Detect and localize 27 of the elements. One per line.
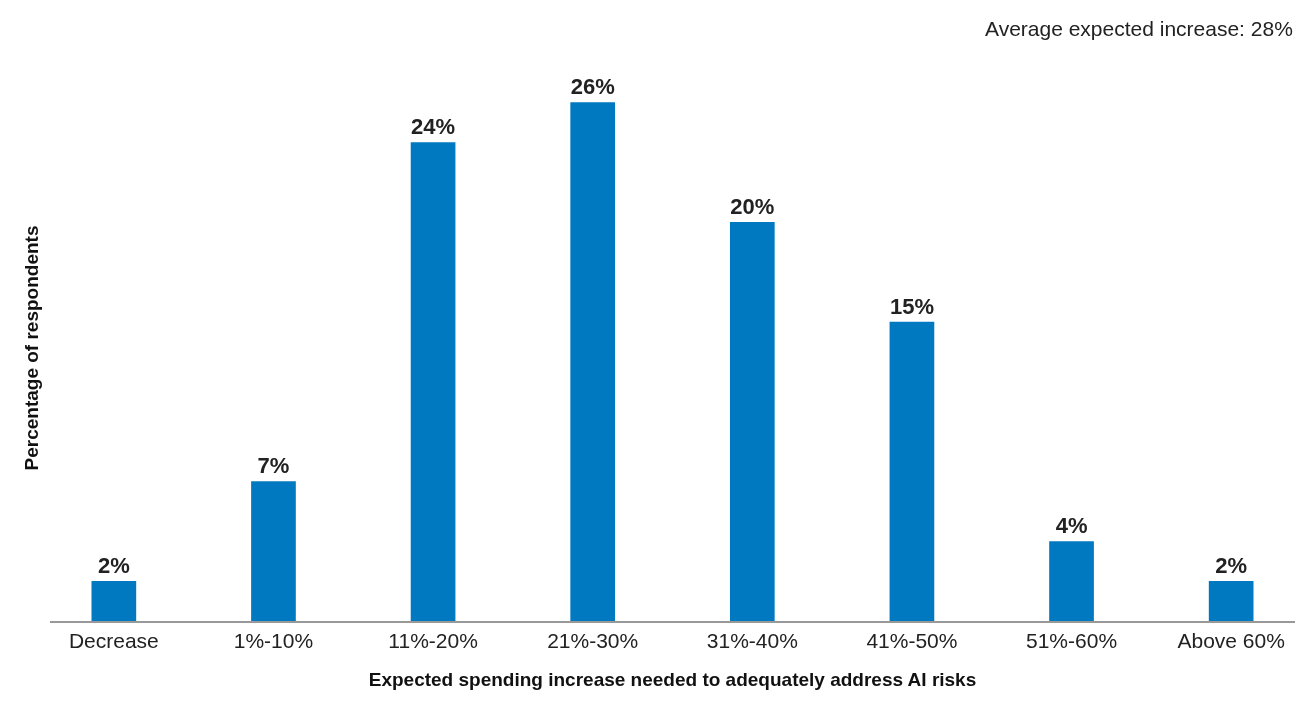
x-tick-label: 41%-50% (866, 628, 958, 652)
x-tick-label: 31%-40% (706, 628, 798, 652)
bar (1049, 541, 1094, 621)
bar (889, 321, 935, 621)
data-label: 26% (570, 74, 615, 100)
x-tick-label: 1%-10% (233, 628, 314, 652)
bar (570, 102, 616, 621)
x-tick-label: 21%-30% (547, 628, 639, 652)
x-tick-label: 11%-20% (388, 628, 478, 652)
bar (251, 481, 296, 621)
bar (410, 142, 456, 621)
x-tick-label: 51%-60% (1026, 628, 1118, 652)
x-tick-label: Above 60% (1177, 628, 1285, 652)
data-label: 4% (1055, 513, 1088, 539)
x-tick-label: Decrease (68, 628, 159, 652)
bar (91, 581, 137, 621)
data-label: 20% (730, 194, 775, 219)
data-label: 7% (257, 453, 290, 479)
text: Average expected increase: 28% (985, 17, 1293, 40)
data-label: 2% (1215, 553, 1248, 579)
data-label: 15% (889, 293, 934, 319)
bar (729, 222, 775, 621)
bar (1208, 581, 1254, 621)
data-label: 24% (411, 114, 456, 140)
x-axis-title: Expected spending increase needed to adequately address AI risks (368, 669, 977, 691)
data-label: 2% (97, 553, 130, 579)
y-axis-title: Percentage of respondents (20, 225, 42, 471)
